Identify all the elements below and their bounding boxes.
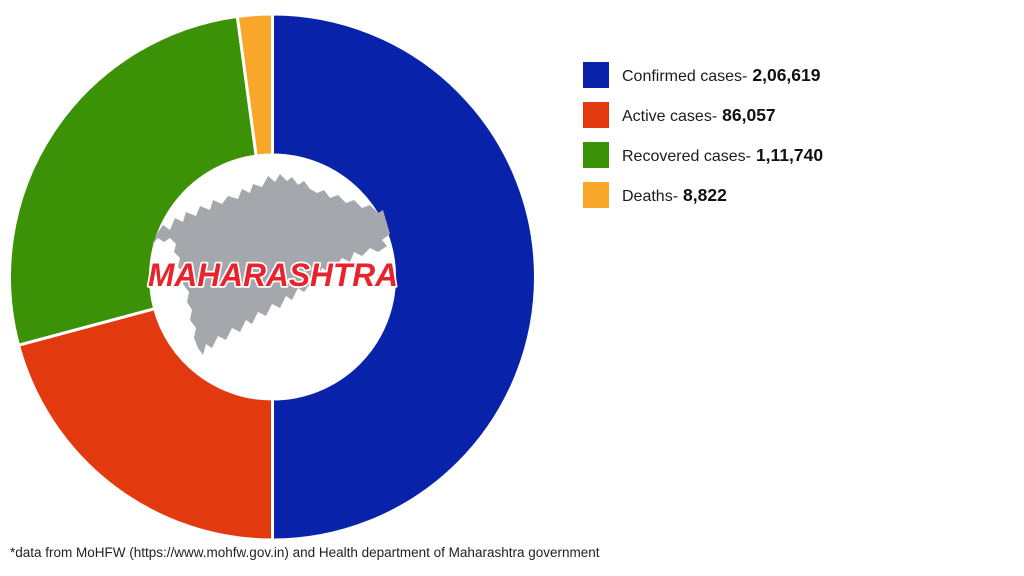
- donut-slice: [235, 12, 274, 158]
- legend: Confirmed cases- 2,06,619 Active cases- 86…: [583, 62, 823, 222]
- legend-value-deaths: 8,822: [683, 184, 727, 205]
- confirmed-swatch-icon: [583, 62, 609, 88]
- legend-value-confirmed: 2,06,619: [752, 64, 821, 85]
- legend-item-confirmed: Confirmed cases- 2,06,619: [583, 62, 823, 88]
- maharashtra-map-icon: [152, 174, 390, 355]
- legend-value-active: 86,057: [722, 104, 776, 125]
- center-label: MAHARASHTRA: [148, 257, 398, 293]
- legend-label-active: Active cases-: [622, 107, 718, 125]
- legend-item-deaths: Deaths- 8,822: [583, 182, 823, 208]
- footnote: *data from MoHFW (https://www.mohfw.gov.…: [10, 545, 600, 560]
- donut-slices: [8, 12, 537, 542]
- legend-label-deaths: Deaths-: [622, 187, 679, 205]
- legend-item-recovered: Recovered cases- 1,11,740: [583, 142, 823, 168]
- legend-value-recovered: 1,11,740: [755, 144, 824, 165]
- deaths-swatch-icon: [583, 182, 609, 208]
- donut-slice: [17, 307, 274, 542]
- legend-item-active: Active cases- 86,057: [583, 102, 823, 128]
- legend-label-confirmed: Confirmed cases-: [622, 67, 748, 85]
- recovered-swatch-icon: [583, 142, 609, 168]
- legend-label-recovered: Recovered cases-: [622, 147, 751, 165]
- active-swatch-icon: [583, 102, 609, 128]
